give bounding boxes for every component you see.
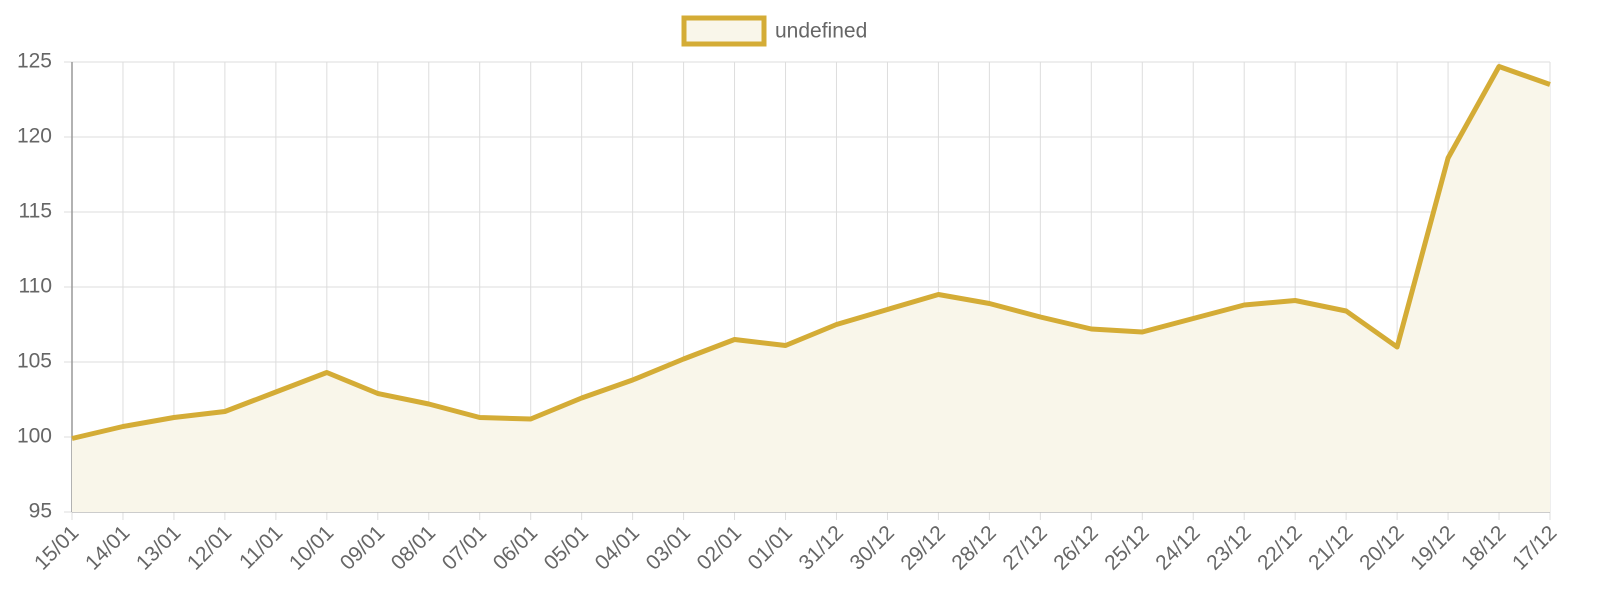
x-tick-label: 19/12 <box>1406 521 1459 574</box>
x-tick-label: 06/01 <box>489 521 542 574</box>
legend-label: undefined <box>775 20 867 43</box>
y-tick-label: 115 <box>19 200 52 223</box>
x-tick-label: 13/01 <box>132 521 185 574</box>
x-tick-label: 03/01 <box>642 521 695 574</box>
x-tick-label: 01/01 <box>744 521 797 574</box>
x-tick-label: 14/01 <box>81 521 134 574</box>
x-tick-label: 22/12 <box>1253 521 1306 574</box>
x-tick-label: 17/12 <box>1508 521 1561 574</box>
line <box>71 64 1551 441</box>
y-tick-label: 120 <box>17 125 52 148</box>
x-tick-label: 02/01 <box>693 521 746 574</box>
x-tick-label: 04/01 <box>591 521 644 574</box>
x-tick-label: 30/12 <box>845 521 898 574</box>
x-tick-label: 20/12 <box>1355 521 1408 574</box>
x-tick-label: 29/12 <box>896 521 949 574</box>
y-tick-label: 125 <box>17 50 52 73</box>
y-tick-label: 105 <box>17 350 52 373</box>
x-tick-label: 31/12 <box>795 521 848 574</box>
x-tick-label: 08/01 <box>387 521 440 574</box>
legend-swatch <box>681 15 767 47</box>
x-tick-label: 18/12 <box>1457 521 1510 574</box>
x-tick-label: 09/01 <box>336 521 389 574</box>
y-tick-label: 95 <box>29 500 52 523</box>
x-tick-label: 26/12 <box>1049 521 1102 574</box>
x-tick-label: 12/01 <box>183 521 236 574</box>
x-tick-label: 25/12 <box>1100 521 1153 574</box>
area <box>72 66 1550 512</box>
y-tick-label: 110 <box>19 275 52 298</box>
x-tick-label: 05/01 <box>540 521 593 574</box>
x-tick-label: 23/12 <box>1202 521 1255 574</box>
x-tick-label: 27/12 <box>998 521 1051 574</box>
x-tick-label: 28/12 <box>947 521 1000 574</box>
x-tick-label: 10/01 <box>285 521 338 574</box>
x-tick-label: 24/12 <box>1151 521 1204 574</box>
x-tick-label: 11/01 <box>235 521 287 573</box>
y-tick-label: 100 <box>17 425 52 448</box>
x-tick-label: 15/01 <box>30 521 83 574</box>
x-tick-label: 07/01 <box>438 521 491 574</box>
x-tick-label: 21/12 <box>1304 521 1357 574</box>
